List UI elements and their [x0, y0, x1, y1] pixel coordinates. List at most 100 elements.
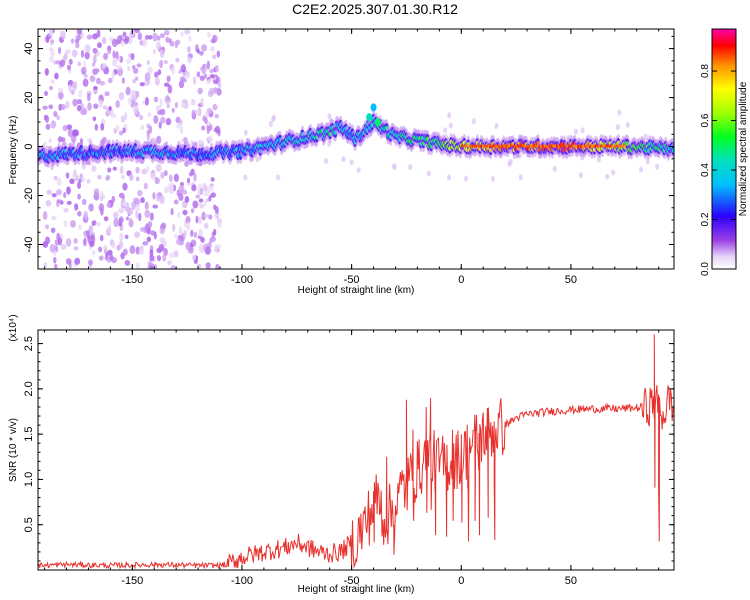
spectrogram-noise-cell: [645, 158, 650, 165]
spectrogram-noise-cell: [69, 178, 75, 185]
spectrogram-noise-cell: [125, 86, 131, 96]
spectrogram-noise-cell: [83, 60, 87, 70]
spectrogram-noise-cell: [54, 72, 59, 80]
spectrogram-core: [485, 144, 488, 148]
spectrogram-noise-cell: [208, 135, 213, 142]
spectrogram-noise-cell: [99, 81, 106, 86]
spectrogram-noise-cell: [63, 220, 68, 228]
spectrogram-noise-cell: [156, 255, 161, 262]
spectrogram-noise-cell: [119, 165, 124, 175]
spectrogram-noise-cell: [158, 121, 162, 129]
spectrogram-noise-cell: [70, 89, 75, 95]
spectrogram-noise-cell: [61, 30, 66, 40]
spectrogram-noise-cell: [159, 98, 163, 107]
spectrogram-noise-cell: [124, 234, 129, 239]
spectrogram-noise-cell: [145, 165, 150, 173]
spectrogram-core: [480, 144, 483, 148]
spectrogram-noise-cell: [103, 52, 109, 60]
spectrogram-noise-cell: [135, 203, 140, 213]
spectrogram-core: [477, 144, 479, 148]
y-tick-label: 20: [23, 91, 35, 103]
spectrogram-core: [599, 144, 602, 148]
spectrogram-noise-cell: [443, 127, 448, 134]
y-tick-label: 2.5: [23, 336, 35, 351]
y-tick-label: -20: [23, 188, 35, 204]
spectrogram-core: [570, 144, 572, 148]
spectrogram-noise-cell: [107, 224, 112, 234]
spectrogram-noise-cell: [60, 137, 66, 142]
spectrogram-core: [547, 144, 549, 148]
spectrogram-core: [463, 144, 465, 148]
spectrogram-noise-cell: [181, 99, 188, 104]
spectrogram-noise-cell: [86, 93, 91, 102]
spectrogram-noise-cell: [212, 103, 218, 111]
spectrogram-noise-cell: [213, 244, 219, 253]
spectrogram-core: [529, 144, 532, 148]
spectrogram-core: [578, 144, 581, 148]
spectrogram-core: [520, 144, 523, 148]
spectrogram-noise-cell: [490, 175, 495, 182]
spectrogram-noise-cell: [44, 115, 50, 123]
spectrogram-noise-cell: [84, 44, 91, 53]
spectrogram-noise-cell: [173, 199, 179, 205]
spectrogram-core: [608, 144, 611, 148]
spectrogram-core: [610, 144, 612, 148]
spectrogram-noise-cell: [107, 167, 112, 173]
spectrogram-noise-cell: [129, 173, 134, 181]
spectrogram-noise-cell: [166, 103, 170, 109]
spectrogram-core: [533, 144, 535, 148]
snr-x-ticks: -150 -100 -50 0 50: [44, 330, 660, 587]
spectrogram-noise-cell: [580, 127, 585, 134]
spectrogram-noise-cell: [193, 172, 197, 182]
spectrogram-core: [601, 144, 604, 148]
spectrogram-noise-cell: [68, 84, 72, 92]
spectrogram-noise-cell: [155, 105, 161, 112]
spectrogram-noise-cell: [122, 127, 126, 134]
spectrogram-marks: [38, 29, 674, 269]
spectrogram-noise-cell: [120, 115, 126, 123]
spectrogram-core: [506, 144, 509, 148]
spectrogram-noise-cell: [146, 236, 152, 243]
spectrogram-core: [508, 144, 511, 148]
spectrogram-noise-cell: [51, 215, 57, 221]
colorbar-label: Normalized spectral amplitude: [738, 81, 749, 216]
spectrogram-noise-cell: [92, 220, 97, 226]
spectrogram-noise-cell: [179, 125, 184, 135]
spectrogram-noise-cell: [152, 32, 158, 42]
spectrogram-core: [605, 144, 607, 148]
spectrogram-noise-cell: [88, 203, 94, 212]
spectrogram-noise-cell: [178, 69, 182, 74]
spectrogram-noise-cell: [201, 211, 206, 221]
spectrogram-noise-cell: [92, 116, 97, 122]
spectrogram-noise-cell: [103, 216, 109, 222]
spectrogram-noise-cell: [140, 124, 144, 131]
spectrogram-noise-cell: [494, 122, 499, 129]
spectrogram-noise-cell: [161, 222, 167, 229]
spectrogram-noise-cell: [120, 174, 125, 180]
spectrogram-core: [582, 144, 584, 148]
spectrogram-core: [513, 144, 516, 148]
spectrogram-noise-cell: [65, 238, 72, 247]
spectrogram-noise-cell: [203, 200, 207, 207]
x-tick-label: -100: [231, 274, 253, 286]
spectrogram-noise-cell: [51, 193, 57, 198]
spectrogram-noise-cell: [216, 87, 222, 96]
spectrogram-noise-cell: [77, 210, 82, 217]
spectrogram-noise-cell: [50, 39, 55, 44]
spectrogram-core: [598, 144, 600, 148]
spectrogram-noise-cell: [62, 125, 68, 132]
spectrogram-noise-cell: [206, 60, 211, 70]
spectrogram-noise-cell: [115, 124, 120, 132]
spectrogram-noise-cell: [190, 229, 194, 238]
spectrogram-noise-cell: [209, 74, 216, 79]
spectrogram-noise-cell: [81, 198, 87, 205]
spectrogram-noise-cell: [142, 241, 149, 246]
spectrogram-noise-cell: [42, 105, 48, 110]
spectrogram-noise-cell: [130, 89, 137, 99]
chart-title: C2E2.2025.307.01.30.R12: [292, 1, 458, 17]
spectrogram-noise-cell: [206, 107, 213, 115]
spectrogram-noise-cell: [74, 203, 79, 211]
spectrogram-core: [556, 144, 558, 148]
spectrogram-noise-cell: [552, 165, 557, 172]
spectrogram-noise-cell: [149, 254, 155, 262]
